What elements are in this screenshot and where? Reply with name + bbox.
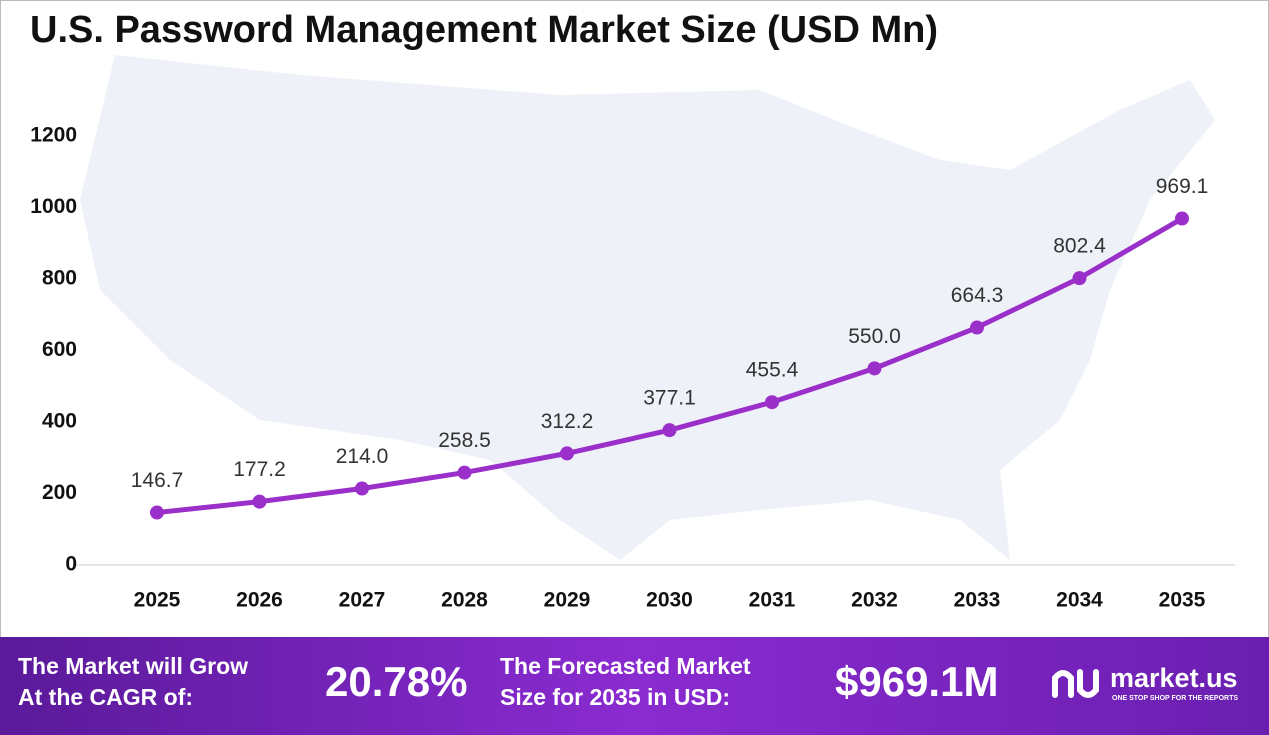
point — [765, 395, 779, 410]
point — [1175, 211, 1189, 226]
x-tick-label: 2027 — [339, 589, 386, 612]
data-label: 214.0 — [336, 445, 389, 468]
point — [150, 505, 164, 520]
data-label: 312.2 — [541, 410, 594, 433]
data-label: 664.3 — [951, 284, 1004, 307]
forecast-text: The Forecasted Market — [500, 653, 751, 679]
x-tick-label: 2034 — [1056, 589, 1103, 612]
chart-title: U.S. Password Management Market Size (US… — [30, 9, 938, 51]
x-tick-label: 2028 — [441, 589, 488, 612]
y-tick-label: 0 — [65, 553, 77, 576]
brand: market.us — [1110, 663, 1238, 693]
point — [1072, 271, 1087, 286]
point — [970, 320, 984, 335]
tagline: ONE STOP SHOP FOR THE REPORTS — [1112, 695, 1238, 702]
data-label: 377.1 — [643, 387, 696, 410]
point — [867, 361, 882, 376]
x-tick-label: 2025 — [134, 589, 181, 612]
cagr-text: At the CAGR of: — [18, 684, 193, 710]
point — [252, 494, 267, 509]
x-tick-label: 2033 — [954, 589, 1001, 612]
forecast-value: $969.1M — [835, 658, 998, 705]
map-background — [80, 55, 1215, 560]
data-label: 969.1 — [1156, 175, 1209, 198]
y-tick-label: 1000 — [30, 195, 77, 218]
data-label: 177.2 — [233, 458, 286, 481]
data-label: 146.7 — [131, 469, 184, 492]
y-tick-label: 200 — [42, 481, 77, 504]
data-label: 455.4 — [746, 359, 799, 382]
data-label: 802.4 — [1053, 235, 1106, 258]
x-tick-label: 2030 — [646, 589, 693, 612]
cagr-text: The Market will Grow — [18, 653, 248, 679]
x-tick-label: 2031 — [749, 589, 796, 612]
data-label: 258.5 — [438, 429, 491, 452]
x-tick-label: 2032 — [851, 589, 898, 612]
forecast-text: Size for 2035 in USD: — [500, 684, 730, 710]
data-label: 550.0 — [848, 325, 901, 348]
y-tick-label: 800 — [42, 267, 77, 290]
y-tick-label: 600 — [42, 338, 77, 361]
brand-logo — [1052, 669, 1099, 698]
point — [560, 446, 574, 461]
point — [457, 465, 472, 480]
y-tick-label: 400 — [42, 410, 77, 433]
x-tick-label: 2035 — [1159, 589, 1206, 612]
point — [662, 423, 677, 438]
point — [355, 481, 369, 496]
x-tick-label: 2029 — [544, 589, 591, 612]
cagr-value: 20.78% — [325, 658, 467, 705]
y-tick-label: 1200 — [30, 124, 77, 147]
x-tick-label: 2026 — [236, 589, 283, 612]
